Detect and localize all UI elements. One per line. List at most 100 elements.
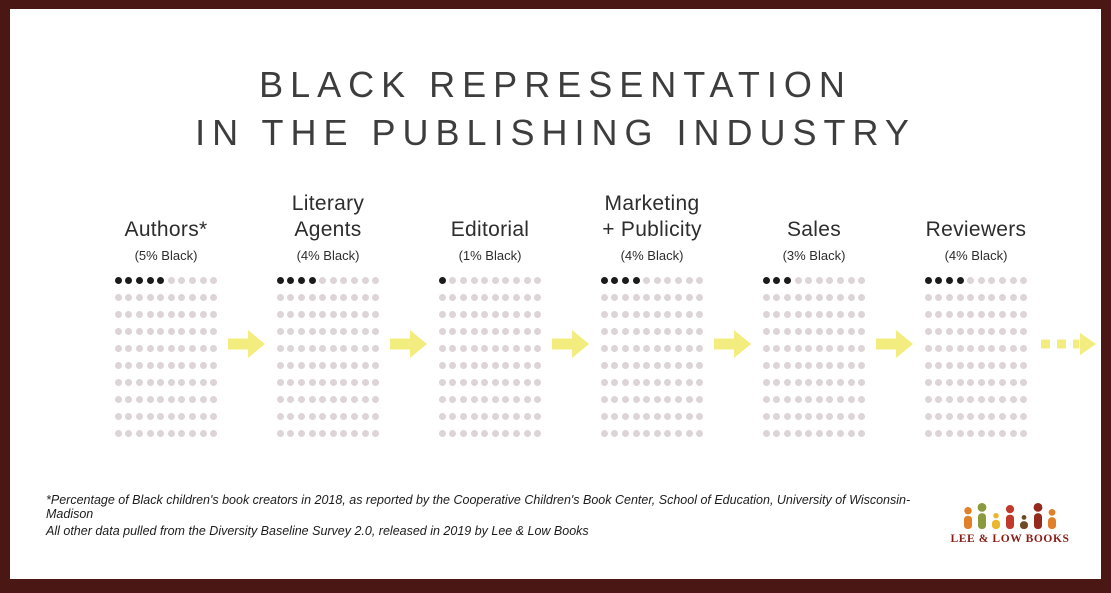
empty-dot <box>319 379 327 386</box>
empty-dot <box>361 362 369 369</box>
empty-dot <box>664 413 672 420</box>
dot-grid <box>762 277 866 437</box>
empty-dot <box>611 311 619 318</box>
empty-dot <box>136 430 144 437</box>
empty-dot <box>858 277 866 284</box>
empty-dot <box>512 294 520 301</box>
empty-dot <box>287 311 295 318</box>
logo-figures <box>945 501 1075 529</box>
empty-dot <box>600 430 608 437</box>
empty-dot <box>998 311 1006 318</box>
empty-dot <box>188 294 196 301</box>
empty-dot <box>460 396 468 403</box>
empty-dot <box>924 430 932 437</box>
empty-dot <box>946 430 954 437</box>
stage-percent-label: (4% Black) <box>296 248 360 263</box>
empty-dot <box>762 294 770 301</box>
empty-dot <box>794 430 802 437</box>
empty-dot <box>298 413 306 420</box>
empty-dot <box>632 413 640 420</box>
empty-dot <box>847 345 855 352</box>
empty-dot <box>935 328 943 335</box>
empty-dot <box>188 345 196 352</box>
empty-dot <box>340 277 348 284</box>
empty-dot <box>298 294 306 301</box>
empty-dot <box>847 311 855 318</box>
empty-dot <box>685 430 693 437</box>
empty-dot <box>632 379 640 386</box>
empty-dot <box>998 396 1006 403</box>
person-icon <box>976 503 988 529</box>
empty-dot <box>685 311 693 318</box>
empty-dot <box>167 396 175 403</box>
empty-dot <box>1020 294 1028 301</box>
empty-dot <box>534 396 542 403</box>
empty-dot <box>988 277 996 284</box>
empty-dot <box>157 362 165 369</box>
empty-dot <box>329 362 337 369</box>
empty-dot <box>632 430 640 437</box>
empty-dot <box>773 379 781 386</box>
stage-column-editorial: Editorial (1% Black) <box>430 187 550 437</box>
empty-dot <box>534 311 542 318</box>
empty-dot <box>988 396 996 403</box>
empty-dot <box>935 294 943 301</box>
empty-dot <box>319 294 327 301</box>
empty-dot <box>924 396 932 403</box>
empty-dot <box>924 345 932 352</box>
empty-dot <box>632 396 640 403</box>
empty-dot <box>622 328 630 335</box>
empty-dot <box>826 294 834 301</box>
empty-dot <box>114 379 122 386</box>
empty-dot <box>600 396 608 403</box>
stage-label: Literary Agents <box>291 192 365 241</box>
empty-dot <box>210 328 218 335</box>
stage-percent-label: (4% Black) <box>944 248 1008 263</box>
pictogram-chart: Authors* (5% Black) Literary Agents (4% Blac… <box>10 187 1101 437</box>
filled-dot <box>946 277 954 284</box>
empty-dot <box>491 362 499 369</box>
empty-dot <box>1009 294 1017 301</box>
empty-dot <box>1009 277 1017 284</box>
empty-dot <box>836 277 844 284</box>
empty-dot <box>125 396 133 403</box>
empty-dot <box>298 396 306 403</box>
footnote-line: All other data pulled from the Diversity… <box>46 524 589 538</box>
empty-dot <box>329 396 337 403</box>
empty-dot <box>847 413 855 420</box>
empty-dot <box>199 277 207 284</box>
empty-dot <box>826 413 834 420</box>
empty-dot <box>523 396 531 403</box>
empty-dot <box>600 294 608 301</box>
dot-grid <box>438 277 542 437</box>
empty-dot <box>350 413 358 420</box>
empty-dot <box>481 345 489 352</box>
stage-percent-label: (3% Black) <box>782 248 846 263</box>
empty-dot <box>146 328 154 335</box>
empty-dot <box>1020 345 1028 352</box>
empty-dot <box>298 311 306 318</box>
empty-dot <box>167 277 175 284</box>
empty-dot <box>534 345 542 352</box>
empty-dot <box>319 430 327 437</box>
empty-dot <box>611 396 619 403</box>
empty-dot <box>276 413 284 420</box>
empty-dot <box>449 379 457 386</box>
empty-dot <box>188 413 196 420</box>
empty-dot <box>988 430 996 437</box>
empty-dot <box>858 396 866 403</box>
empty-dot <box>188 311 196 318</box>
empty-dot <box>523 294 531 301</box>
stage-percent-label: (4% Black) <box>620 248 684 263</box>
empty-dot <box>653 413 661 420</box>
empty-dot <box>1009 362 1017 369</box>
empty-dot <box>114 362 122 369</box>
lee-and-low-logo: LEE & LOW BOOKS <box>945 501 1075 545</box>
empty-dot <box>146 413 154 420</box>
empty-dot <box>967 345 975 352</box>
empty-dot <box>998 379 1006 386</box>
empty-dot <box>805 277 813 284</box>
empty-dot <box>460 277 468 284</box>
empty-dot <box>125 294 133 301</box>
empty-dot <box>784 294 792 301</box>
